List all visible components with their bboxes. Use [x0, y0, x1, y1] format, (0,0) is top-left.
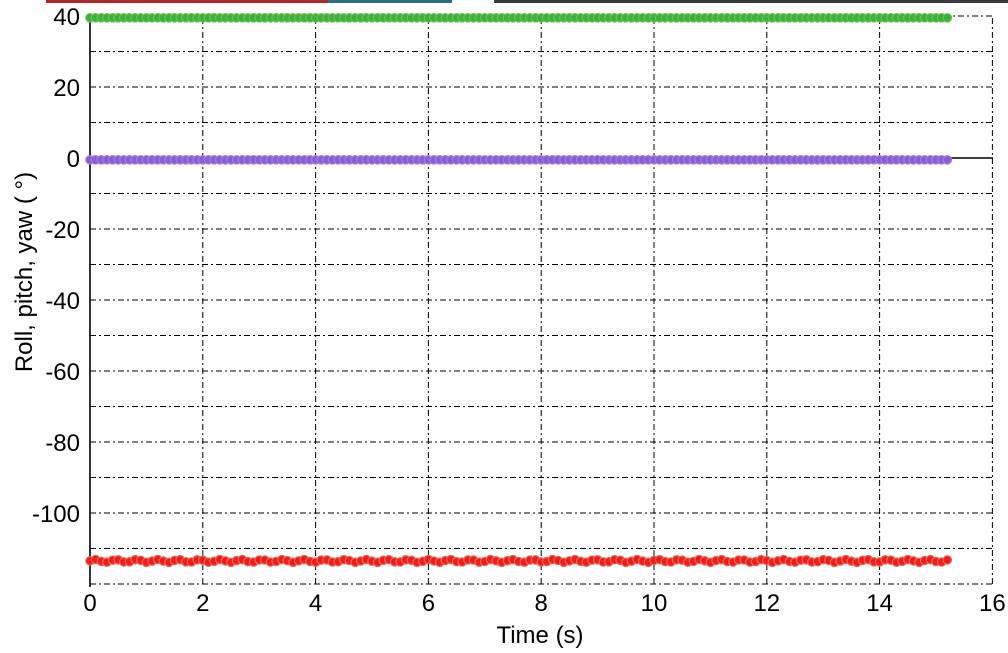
series-1 — [85, 12, 953, 23]
data-point — [942, 155, 953, 165]
data-series — [85, 12, 953, 568]
x-axis-label: Time (s) — [496, 622, 583, 649]
y-tick-label: 0 — [67, 146, 80, 173]
decorative-top-strip-teal — [328, 0, 452, 3]
y-tick-label: 20 — [53, 75, 80, 102]
x-tick-label: 4 — [309, 590, 322, 617]
x-tick-label: 14 — [866, 590, 893, 617]
data-point — [942, 12, 953, 23]
grid — [89, 15, 993, 585]
x-tick-label: 10 — [641, 590, 668, 617]
y-axis-label: Roll, pitch, yaw ( °) — [11, 172, 38, 372]
y-tick-label: -80 — [45, 430, 80, 457]
y-tick-label: -20 — [45, 217, 80, 244]
x-tick-label: 16 — [979, 590, 1006, 617]
x-tick-labels: 0 2 4 6 8 10 12 14 16 — [83, 590, 1005, 617]
y-tick-labels: 40 20 0 -20 -40 -60 -80 -100 — [32, 4, 80, 528]
x-tick-label: 6 — [422, 590, 435, 617]
y-tick-label: -40 — [45, 288, 80, 315]
decorative-top-strip-dark — [494, 0, 1008, 3]
x-tick-label: 0 — [83, 590, 96, 617]
decorative-top-strip-red — [46, 0, 328, 3]
x-tick-label: 2 — [196, 590, 209, 617]
y-tick-label: -60 — [45, 359, 80, 386]
series-2 — [85, 155, 953, 165]
x-tick-label: 12 — [753, 590, 780, 617]
series-3 — [85, 554, 953, 568]
data-point — [942, 555, 953, 565]
x-tick-label: 8 — [535, 590, 548, 617]
y-tick-label: -100 — [32, 501, 80, 528]
y-tick-label: 40 — [53, 4, 80, 31]
